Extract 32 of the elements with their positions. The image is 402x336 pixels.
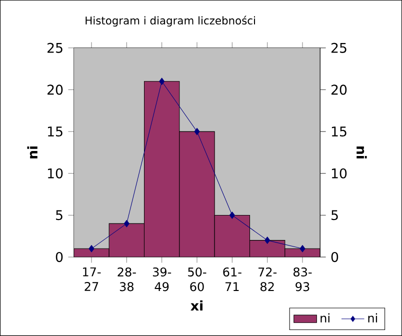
point	[300, 245, 306, 252]
y2-tick-label: 5	[332, 210, 338, 220]
y-axis-title: ni	[27, 146, 38, 158]
point	[88, 245, 94, 252]
x-tick-label: 50-60	[188, 267, 206, 292]
y2-tick-label: 0	[331, 252, 338, 262]
chart-title: Histogram i diagram liczebności	[86, 16, 255, 27]
y-tick-label: 20	[48, 84, 63, 95]
y2-axis-title: ni	[356, 146, 367, 158]
x-tick-label: 17-27	[83, 267, 101, 291]
point	[264, 236, 270, 244]
legend-label: ni	[320, 313, 330, 322]
x-tick-label: 61-71	[223, 267, 242, 292]
y2-tick-label: 25	[331, 42, 346, 53]
point	[229, 212, 235, 219]
y-tick-label: 15	[48, 126, 62, 137]
y-tick-label: 10	[48, 168, 63, 178]
point	[159, 78, 165, 85]
y-tick-label: 25	[48, 42, 62, 53]
point	[124, 220, 130, 228]
y-tick-label: 5	[56, 210, 62, 220]
y2-tick-label: 10	[332, 168, 347, 178]
y2-tick-label: 15	[332, 126, 346, 137]
point	[194, 128, 200, 136]
x-tick-label: 72-82	[258, 267, 277, 292]
x-axis-title: xi	[190, 300, 202, 311]
x-tick-label: 83-93	[294, 267, 312, 292]
y-tick-label: 0	[56, 252, 63, 262]
y2-tick-label: 20	[331, 84, 347, 95]
x-tick-label: 39-49	[152, 267, 172, 292]
x-tick-label: 28-38	[118, 267, 136, 292]
legend-label: ni	[368, 313, 378, 322]
